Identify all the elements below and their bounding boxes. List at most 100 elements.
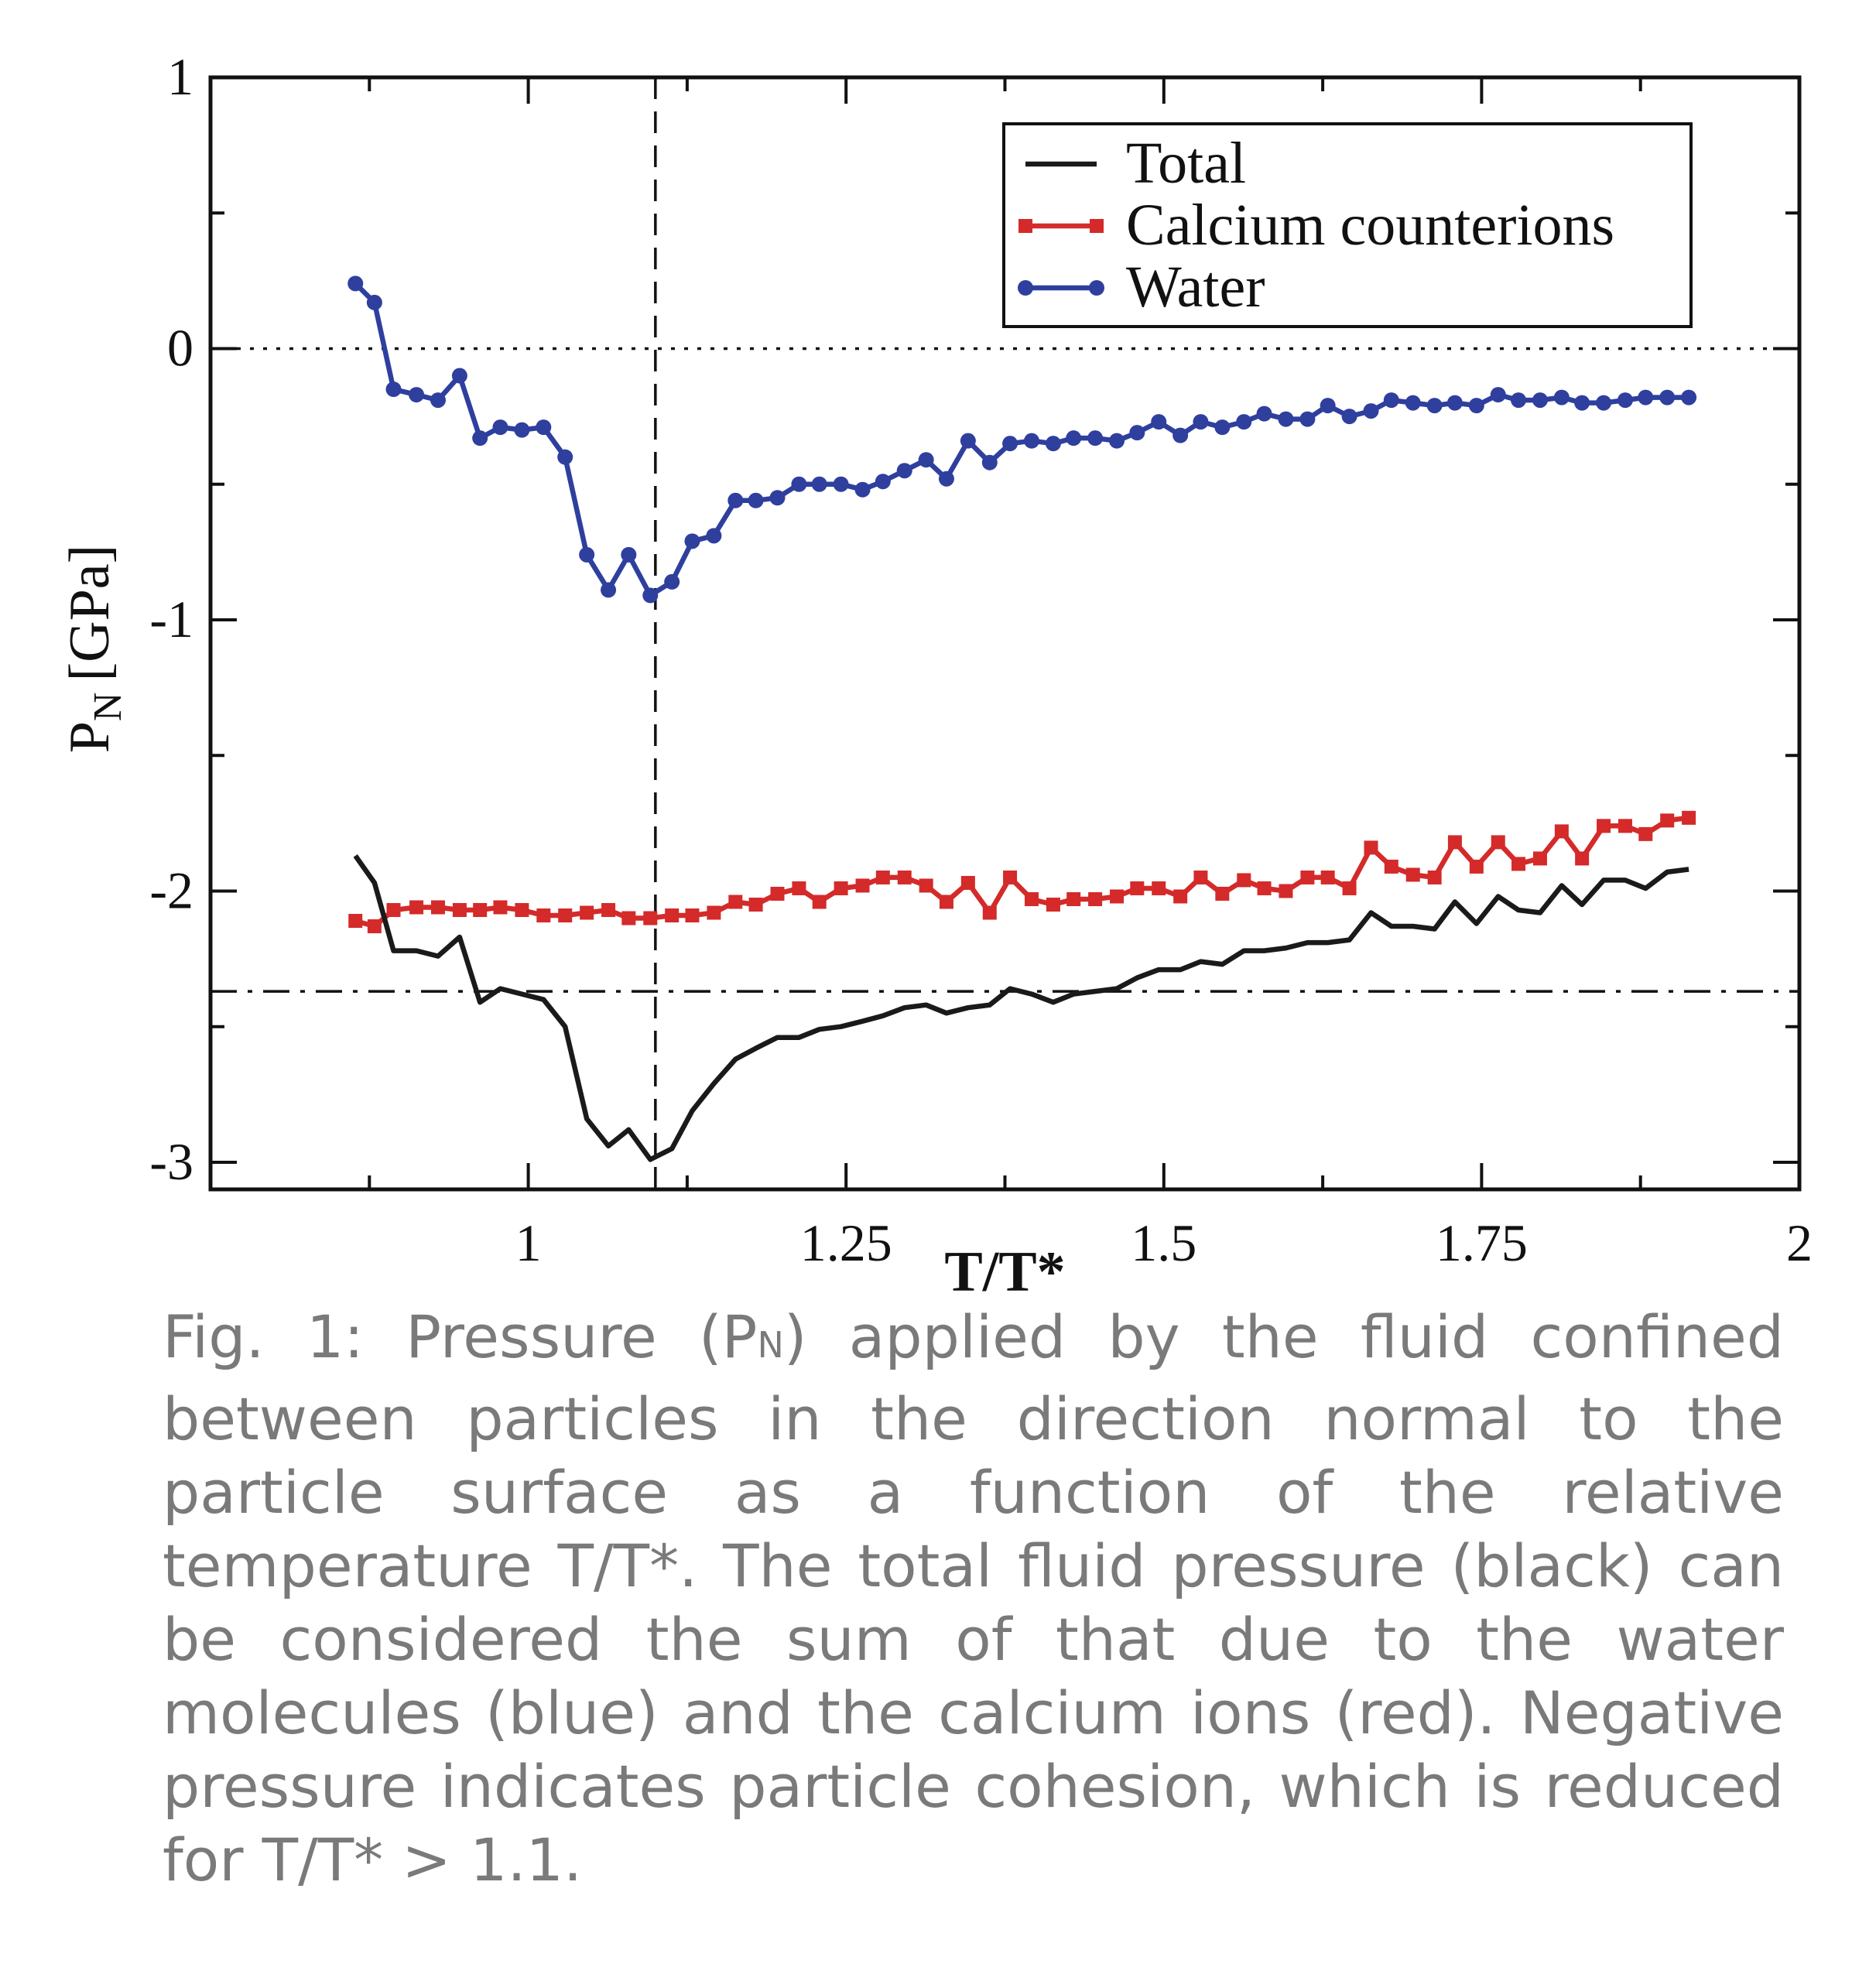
legend-label-total: Total [1126,131,1246,196]
data-point-water [642,587,659,604]
data-point-water [1066,430,1082,446]
legend-box [1002,122,1693,328]
y-tick-label: 0 [167,318,193,377]
data-point-water [1236,414,1252,430]
data-point-calcium-counterions [1342,881,1357,895]
data-point-calcium-counterions [770,886,785,901]
data-point-calcium-counterions [580,905,594,920]
data-point-water [1278,411,1294,427]
data-point-water [557,449,573,465]
data-point-water [1299,411,1316,427]
series-line-water [353,282,1689,598]
data-point-water [451,368,467,384]
y-axis-title-main: P [58,721,122,753]
y-tick-label: -1 [149,590,193,648]
data-point-calcium-counterions [1088,891,1103,906]
data-point-calcium-counterions [1110,889,1125,904]
data-point-water [492,419,508,436]
svg-text:PN[GPa]: PN [GPa] [58,545,130,753]
data-point-water [409,387,425,403]
data-point-water [706,528,722,544]
data-point-calcium-counterions [1066,891,1081,906]
data-point-water [366,294,382,310]
data-point-calcium-counterions [1152,881,1166,895]
caption-body: ) applied by the fluid confined between … [163,1302,1784,1894]
data-point-calcium-counterions [919,878,933,893]
data-point-water [1638,389,1654,405]
data-point-water [1596,395,1612,411]
data-point-water [727,492,744,508]
data-point-calcium-counterions [536,908,551,923]
data-point-water [536,419,552,436]
data-point-water [664,573,680,590]
data-point-water [1129,425,1145,441]
data-point-water [1574,395,1590,411]
data-point-calcium-counterions [1193,870,1208,884]
x-tick-label: 1.25 [800,1213,892,1272]
data-point-water [1617,392,1633,409]
data-point-calcium-counterions [855,878,870,893]
data-point-water [748,492,764,508]
data-point-water [1341,409,1357,425]
data-point-water [579,546,595,563]
x-axis-title: T/T* [944,1240,1065,1300]
data-point-calcium-counterions [1447,835,1462,850]
data-point-calcium-counterions [1003,870,1018,884]
data-point-water [1446,395,1463,411]
data-point-water [1256,405,1272,422]
data-point-water [1193,414,1209,430]
data-point-water [601,582,617,598]
data-point-water [1087,430,1104,446]
data-point-calcium-counterions [1384,859,1398,874]
data-point-water [1002,436,1018,452]
data-point-calcium-counterions [960,875,975,890]
data-series [347,275,1697,1162]
tick-labels: 1 1.25 1.5 1.75 2 1 0 -1 -2 -3 [149,47,1813,1272]
data-point-calcium-counterions [409,900,424,915]
data-point-calcium-counterions [1491,835,1505,850]
data-point-calcium-counterions [875,870,890,884]
data-point-calcium-counterions [1300,870,1315,884]
data-point-calcium-counterions [1320,870,1335,884]
data-point-calcium-counterions [1215,886,1230,901]
data-point-calcium-counterions [1173,889,1188,904]
data-point-calcium-counterions [728,895,743,909]
data-point-water [918,452,934,468]
data-point-calcium-counterions [1575,851,1590,866]
data-point-water [1681,389,1697,405]
data-point-calcium-counterions [643,911,658,925]
data-point-calcium-counterions [1024,891,1039,906]
legend-marker-calcium-counterions [1090,219,1104,233]
data-point-water [430,392,446,409]
data-point-water [981,454,998,470]
data-point-water [1172,427,1189,443]
data-point-water [791,476,807,492]
data-point-water [347,275,364,292]
y-tick-label: 1 [167,47,193,106]
caption-prefix: Fig. 1: Pressure (P [163,1302,758,1371]
data-point-calcium-counterions [1554,824,1569,839]
data-point-water [1405,395,1421,411]
y-axis-title-sub: N [86,693,130,722]
series-line-calcium-counterions [354,815,1689,929]
data-point-water [1363,403,1379,419]
data-point-calcium-counterions [792,881,806,895]
legend-marker-water [1018,280,1033,296]
data-point-calcium-counterions [558,908,573,923]
data-point-calcium-counterions [621,911,636,925]
series-line-total [353,854,1689,1162]
data-point-calcium-counterions [493,900,508,915]
figure-caption: Fig. 1: Pressure (PN) applied by the flu… [163,1300,1784,1897]
data-point-calcium-counterions [748,897,763,912]
data-point-water [896,463,912,479]
y-axis-title-unit: [GPa] [58,545,122,682]
data-point-water [1214,419,1231,436]
legend-label-water: Water [1126,255,1265,320]
data-point-water [811,476,827,492]
data-point-calcium-counterions [367,919,382,934]
data-point-calcium-counterions [1427,870,1442,884]
data-point-calcium-counterions [430,900,445,915]
data-point-water [514,422,530,438]
data-point-calcium-counterions [834,881,848,895]
